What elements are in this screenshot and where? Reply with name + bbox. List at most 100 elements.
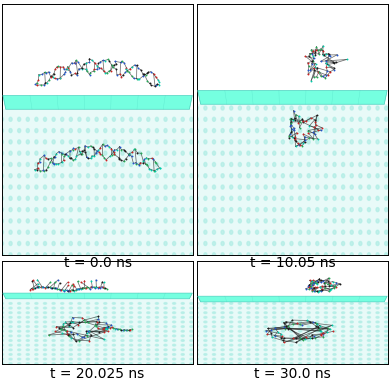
Circle shape [212, 129, 216, 133]
Circle shape [230, 326, 233, 328]
Circle shape [324, 185, 327, 189]
Circle shape [264, 117, 267, 121]
Circle shape [78, 349, 81, 350]
Circle shape [307, 340, 310, 342]
Circle shape [324, 303, 327, 304]
Circle shape [290, 140, 293, 144]
Circle shape [367, 230, 370, 234]
Circle shape [9, 174, 12, 178]
Circle shape [230, 106, 233, 110]
Circle shape [113, 253, 115, 257]
Circle shape [359, 106, 362, 110]
Circle shape [190, 208, 193, 212]
Circle shape [147, 208, 150, 212]
Circle shape [341, 312, 345, 314]
Circle shape [299, 340, 301, 342]
Circle shape [198, 340, 201, 342]
Circle shape [18, 129, 21, 133]
Circle shape [78, 208, 81, 212]
Circle shape [0, 140, 4, 144]
Circle shape [212, 117, 216, 121]
Circle shape [316, 242, 319, 245]
Circle shape [172, 219, 176, 223]
Circle shape [385, 242, 388, 245]
Circle shape [264, 312, 267, 314]
Circle shape [35, 358, 38, 360]
Circle shape [95, 303, 98, 304]
Circle shape [78, 140, 81, 144]
Circle shape [164, 326, 167, 328]
Circle shape [307, 363, 310, 364]
Circle shape [181, 321, 184, 323]
Circle shape [35, 330, 38, 332]
Circle shape [0, 117, 4, 121]
Circle shape [256, 363, 259, 364]
Circle shape [350, 208, 353, 212]
Circle shape [273, 253, 276, 257]
Circle shape [164, 363, 167, 364]
Circle shape [307, 321, 310, 323]
Circle shape [87, 174, 90, 178]
Circle shape [172, 253, 176, 257]
Circle shape [104, 307, 107, 309]
Circle shape [78, 312, 81, 314]
Circle shape [212, 330, 216, 332]
Circle shape [129, 208, 132, 212]
Circle shape [9, 358, 12, 360]
Circle shape [18, 330, 21, 332]
Circle shape [104, 344, 107, 346]
Circle shape [44, 344, 47, 346]
Circle shape [155, 349, 158, 350]
Circle shape [316, 330, 319, 332]
Circle shape [247, 151, 250, 155]
Circle shape [204, 358, 207, 360]
Circle shape [198, 363, 201, 364]
Circle shape [367, 307, 370, 309]
Circle shape [78, 354, 81, 355]
Circle shape [221, 185, 224, 189]
Circle shape [385, 253, 388, 257]
Circle shape [44, 242, 47, 245]
Circle shape [230, 219, 233, 223]
Circle shape [281, 151, 285, 155]
Circle shape [181, 335, 184, 337]
Circle shape [350, 117, 353, 121]
Circle shape [195, 208, 198, 212]
Circle shape [350, 349, 353, 350]
Circle shape [316, 253, 319, 257]
Circle shape [230, 349, 233, 350]
Circle shape [147, 129, 150, 133]
Circle shape [155, 303, 158, 304]
Circle shape [172, 340, 176, 342]
Circle shape [87, 317, 90, 318]
Circle shape [359, 349, 362, 350]
Circle shape [316, 363, 319, 364]
Circle shape [44, 163, 47, 166]
Circle shape [61, 317, 64, 318]
Circle shape [0, 326, 4, 328]
Circle shape [104, 354, 107, 355]
Circle shape [35, 354, 38, 355]
Circle shape [359, 317, 362, 318]
Circle shape [198, 151, 201, 155]
Circle shape [147, 185, 150, 189]
Circle shape [26, 208, 29, 212]
Circle shape [129, 330, 132, 332]
Circle shape [385, 151, 388, 155]
Circle shape [129, 358, 132, 360]
Circle shape [78, 326, 81, 328]
Circle shape [147, 303, 150, 304]
Circle shape [204, 185, 207, 189]
Circle shape [52, 185, 55, 189]
Circle shape [256, 358, 259, 360]
Circle shape [273, 185, 276, 189]
Circle shape [181, 219, 184, 223]
Circle shape [212, 317, 216, 318]
Circle shape [324, 196, 327, 200]
Circle shape [121, 358, 124, 360]
Circle shape [18, 253, 21, 257]
Circle shape [385, 358, 388, 360]
Circle shape [164, 174, 167, 178]
Circle shape [113, 344, 115, 346]
Circle shape [299, 330, 301, 332]
